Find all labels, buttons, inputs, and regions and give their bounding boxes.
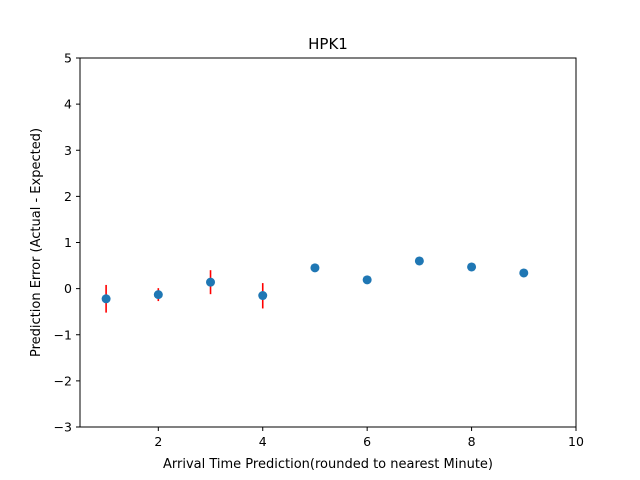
x-tick-label: 6 — [363, 434, 371, 449]
x-tick-label: 8 — [468, 434, 476, 449]
y-tick-label: 1 — [64, 235, 72, 250]
y-tick-label: 5 — [64, 51, 72, 66]
data-point — [153, 290, 163, 300]
chart-title: HPK1 — [308, 35, 348, 53]
y-axis-label: Prediction Error (Actual - Expected) — [29, 128, 44, 357]
x-tick-label: 10 — [568, 434, 584, 449]
data-point — [519, 268, 529, 278]
data-point — [467, 262, 477, 272]
y-tick-label: −1 — [54, 327, 72, 342]
data-point — [362, 275, 372, 285]
x-tick-label: 2 — [154, 434, 162, 449]
data-point — [101, 294, 111, 304]
y-tick-label: −3 — [54, 420, 72, 435]
data-point — [206, 277, 216, 287]
y-tick-label: −2 — [54, 373, 72, 388]
y-tick-label: 3 — [64, 143, 72, 158]
y-tick-label: 4 — [64, 97, 72, 112]
data-point — [414, 256, 424, 266]
plot-frame — [79, 57, 577, 428]
x-tick-label: 4 — [259, 434, 267, 449]
plot-area — [80, 58, 576, 427]
data-point — [310, 263, 320, 273]
y-tick-label: 0 — [64, 281, 72, 296]
x-axis-label: Arrival Time Prediction(rounded to neare… — [163, 457, 493, 472]
y-tick-label: 2 — [64, 189, 72, 204]
data-point — [258, 291, 268, 301]
